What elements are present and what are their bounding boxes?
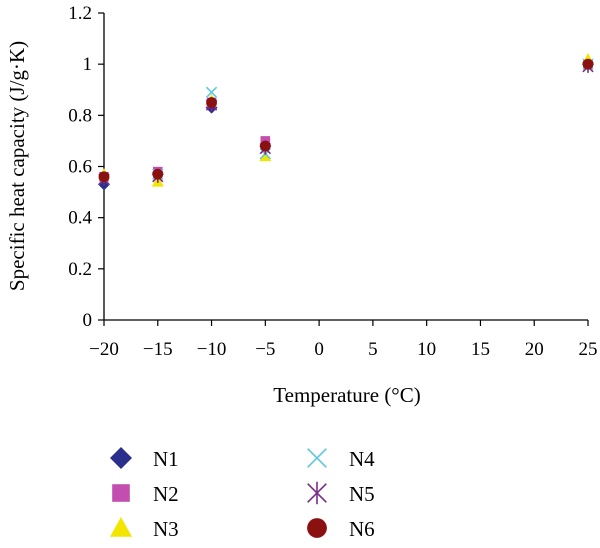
- data-points: [98, 53, 594, 191]
- data-point-n4: [205, 86, 218, 98]
- y-tick-label: 1: [83, 54, 93, 75]
- x-tick-label: 10: [417, 339, 436, 360]
- y-tick-label: 0: [83, 310, 93, 331]
- x-tick-label: −20: [89, 339, 119, 360]
- legend-item-n5: N5: [307, 481, 375, 506]
- legend-marker-n3: [110, 517, 132, 537]
- x-axis-title: Temperature (°C): [273, 383, 420, 407]
- legend-item-n3: N3: [110, 517, 179, 541]
- y-tick-label: 0.4: [68, 208, 92, 229]
- x-tick-label: 15: [471, 339, 490, 360]
- y-tick-label: 0.6: [68, 157, 92, 178]
- legend-item-n2: N2: [112, 482, 179, 506]
- x-tick-label: −10: [197, 339, 227, 360]
- legend-marker-n6: [307, 518, 327, 538]
- axes: [103, 13, 588, 321]
- data-point-n6: [259, 140, 271, 152]
- series-n2: [99, 59, 593, 182]
- y-tick-label: 0.2: [68, 259, 92, 280]
- data-point-n6: [206, 97, 217, 108]
- legend-label: N2: [153, 482, 179, 506]
- data-point-n6: [98, 171, 110, 183]
- legend-label: N3: [153, 517, 179, 541]
- legend-label: N1: [153, 447, 179, 471]
- ticks: −20 −15 −10 −5 0 5 10 15 20 25 0 0.2 0.4 0.6 0.8 1 1.2: [68, 3, 597, 360]
- x-tick-label: 25: [579, 339, 598, 360]
- data-point-n3: [259, 150, 272, 162]
- y-tick-label: 0.8: [68, 105, 92, 126]
- series-n5: [98, 60, 594, 186]
- y-axis-title: Specific heat capacity (J/g·K): [5, 41, 29, 291]
- legend-label: N4: [349, 447, 375, 471]
- y-tick-label: 1.2: [68, 3, 92, 24]
- series-n3: [98, 53, 594, 187]
- legend-marker-n5: [307, 481, 327, 505]
- marker-stroke: [205, 86, 218, 98]
- series-n4: [98, 58, 594, 185]
- legend-item-n6: N6: [307, 517, 375, 541]
- legend-marker-n1: [110, 447, 132, 469]
- x-tick-label: −5: [255, 339, 275, 360]
- series-n1: [98, 58, 594, 191]
- x-tick-label: 5: [368, 339, 378, 360]
- legend-item-n1: N1: [110, 447, 179, 471]
- legend-label: N5: [349, 482, 375, 506]
- x-tick-label: 20: [525, 339, 544, 360]
- legend-marker-n2: [112, 484, 130, 502]
- legend: N1 N2 N3 N4 N5 N6: [110, 447, 375, 541]
- marker-stroke: [307, 448, 327, 468]
- legend-label: N6: [349, 517, 375, 541]
- data-point-n6: [582, 58, 594, 70]
- series-n6: [98, 58, 594, 183]
- data-point-n6: [152, 168, 164, 180]
- x-tick-label: 0: [314, 339, 324, 360]
- x-tick-label: −15: [143, 339, 173, 360]
- legend-marker-n4: [307, 448, 327, 468]
- legend-item-n4: N4: [307, 447, 375, 471]
